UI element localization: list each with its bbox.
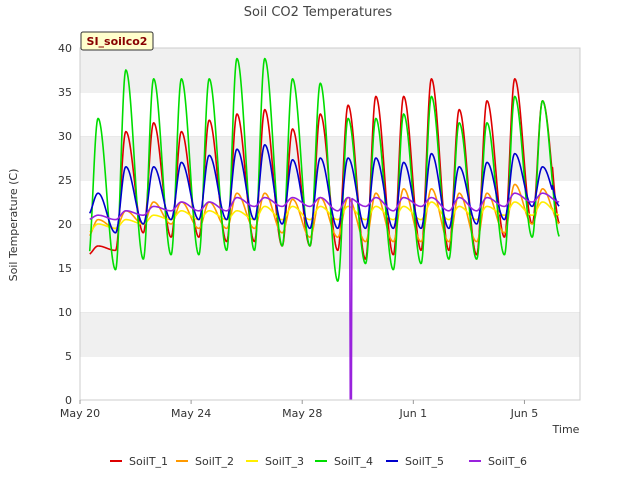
series-line-soilt-6 [89, 192, 560, 400]
chart-title: Soil CO2 Temperatures [244, 5, 393, 20]
x-tick-label: May 28 [282, 407, 322, 420]
y-tick-label: 30 [58, 130, 72, 143]
grid-band [80, 136, 580, 180]
x-tick-label: May 24 [171, 407, 211, 420]
x-axis-ticks: May 20 May 24 May 28 Jun 1 Jun 5 [60, 400, 538, 420]
x-axis-label: Time [552, 423, 580, 436]
y-axis-label: Soil Temperature (C) [7, 169, 20, 282]
legend-item-soilt-5: SoilT_5 [386, 455, 444, 468]
series-line-soilt-4 [88, 57, 560, 282]
legend-label: SoilT_3 [265, 455, 304, 468]
legend-label: SoilT_4 [334, 455, 373, 468]
legend-label: SoilT_6 [488, 455, 527, 468]
legend-label: SoilT_2 [195, 455, 234, 468]
legend-item-soilt-3: SoilT_3 [246, 455, 304, 468]
site-badge-label: SI_soilco2 [87, 35, 148, 48]
y-tick-label: 5 [65, 350, 72, 363]
y-tick-label: 15 [58, 262, 72, 275]
legend-label: SoilT_1 [129, 455, 168, 468]
x-tick-label: Jun 1 [398, 407, 427, 420]
legend-item-soilt-2: SoilT_2 [176, 455, 234, 468]
grid-band [80, 48, 580, 92]
legend-item-soilt-6: SoilT_6 [469, 455, 527, 468]
y-tick-label: 0 [65, 394, 72, 407]
grid-band [80, 312, 580, 356]
y-tick-label: 20 [58, 218, 72, 231]
legend-item-soilt-4: SoilT_4 [315, 455, 373, 468]
grid-band [80, 268, 580, 312]
legend-item-soilt-1: SoilT_1 [110, 455, 168, 468]
x-tick-label: May 20 [60, 407, 100, 420]
y-tick-label: 40 [58, 42, 72, 55]
site-badge: SI_soilco2 [80, 31, 154, 51]
grid-bands [80, 47, 580, 400]
grid-band [80, 356, 580, 400]
x-tick-label: Jun 5 [510, 407, 539, 420]
plot-frame [79, 47, 581, 401]
y-tick-label: 25 [58, 174, 72, 187]
y-axis-ticks: 0 5 10 15 20 25 30 35 40 [58, 42, 72, 407]
grid-band [80, 224, 580, 268]
series-line-soilt-5 [88, 144, 560, 234]
legend: SoilT_1 SoilT_2 SoilT_3 SoilT_4 SoilT_5 SoilT… [110, 455, 527, 468]
series-lines [88, 57, 560, 400]
grid-band [80, 92, 580, 136]
legend-label: SoilT_5 [405, 455, 444, 468]
y-tick-label: 10 [58, 306, 72, 319]
y-tick-label: 35 [58, 86, 72, 99]
